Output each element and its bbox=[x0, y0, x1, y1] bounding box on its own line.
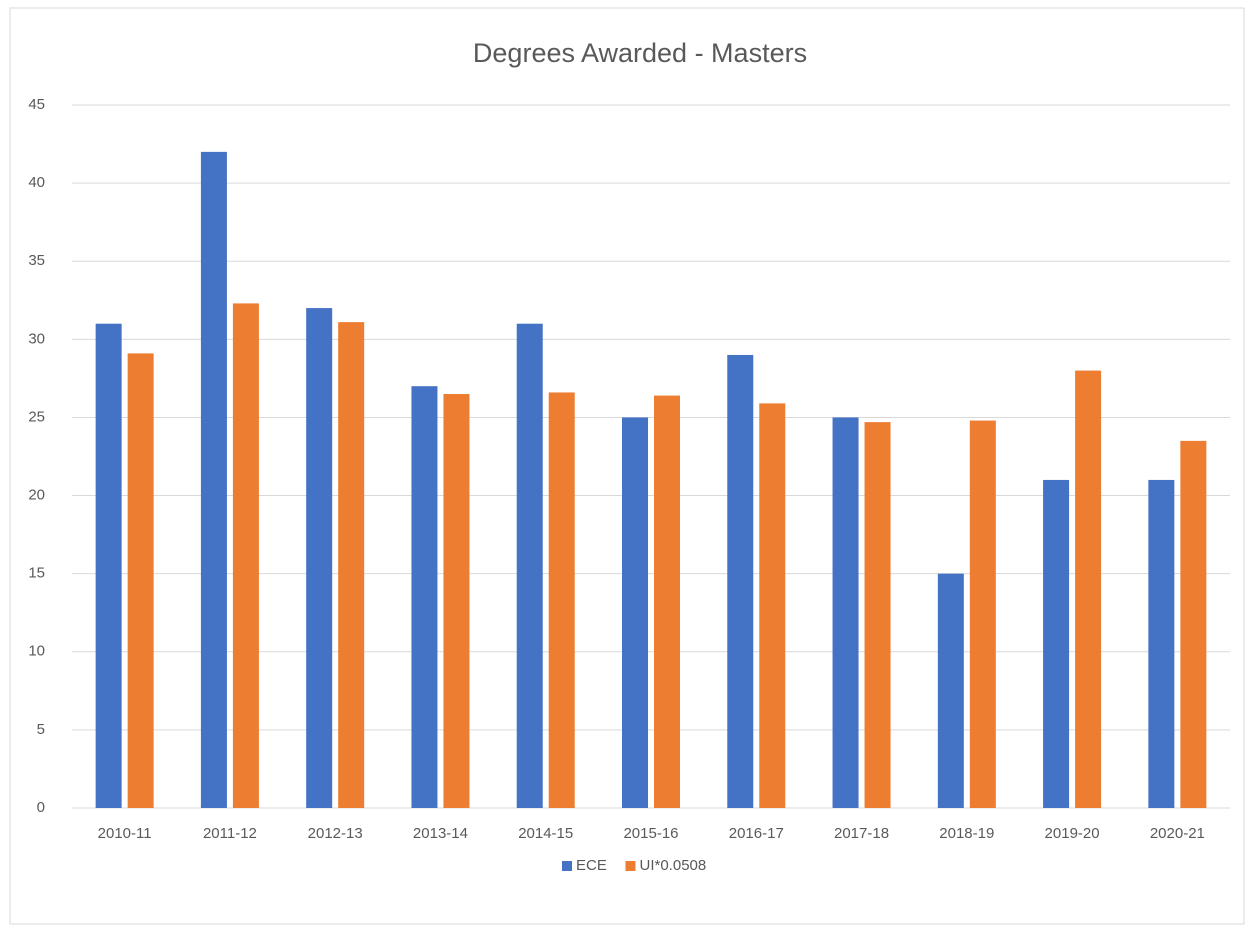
y-tick-label: 15 bbox=[28, 565, 45, 582]
x-tick-label: 2014-15 bbox=[518, 825, 573, 842]
bar bbox=[443, 394, 470, 808]
chart-title: Degrees Awarded - Masters bbox=[473, 38, 807, 68]
x-tick-label: 2015-16 bbox=[623, 825, 678, 842]
y-tick-label: 25 bbox=[28, 408, 45, 425]
bar bbox=[864, 422, 891, 808]
bar bbox=[832, 417, 859, 808]
x-tick-label: 2010-11 bbox=[98, 825, 152, 842]
x-tick-label: 2018-19 bbox=[939, 825, 994, 842]
bar bbox=[1075, 370, 1102, 808]
bar bbox=[1043, 479, 1070, 808]
y-tick-label: 10 bbox=[28, 643, 45, 660]
legend-swatch bbox=[625, 861, 636, 871]
bar bbox=[306, 308, 333, 808]
x-tick-label: 2011-12 bbox=[203, 825, 257, 842]
y-tick-label: 45 bbox=[28, 96, 45, 113]
y-tick-label: 30 bbox=[28, 330, 45, 347]
bar bbox=[516, 323, 543, 808]
x-tick-label: 2012-13 bbox=[308, 825, 363, 842]
y-tick-label: 5 bbox=[37, 721, 45, 738]
x-tick-label: 2020-21 bbox=[1150, 825, 1205, 842]
bar bbox=[338, 322, 365, 808]
bar bbox=[759, 403, 786, 808]
bar bbox=[127, 353, 154, 808]
y-tick-label: 40 bbox=[28, 174, 45, 191]
bar bbox=[411, 386, 438, 808]
x-tick-label: 2016-17 bbox=[729, 825, 784, 842]
bar bbox=[727, 354, 754, 808]
bar bbox=[232, 303, 259, 808]
bar bbox=[200, 151, 227, 808]
bar bbox=[937, 573, 964, 808]
x-tick-label: 2019-20 bbox=[1045, 825, 1100, 842]
y-tick-label: 0 bbox=[37, 799, 45, 816]
bar bbox=[969, 420, 996, 808]
bar bbox=[1180, 440, 1207, 808]
bar bbox=[548, 392, 575, 808]
bar bbox=[654, 395, 680, 808]
legend-label: UI*0.0508 bbox=[640, 857, 707, 874]
y-tick-label: 20 bbox=[28, 487, 45, 504]
y-tick-label: 35 bbox=[28, 252, 45, 269]
bar bbox=[622, 417, 648, 808]
x-tick-label: 2013-14 bbox=[413, 825, 468, 842]
legend-label: ECE bbox=[576, 857, 607, 874]
legend-swatch bbox=[562, 861, 572, 871]
bar bbox=[95, 323, 122, 808]
bar bbox=[1148, 479, 1175, 808]
x-tick-label: 2017-18 bbox=[834, 825, 889, 842]
